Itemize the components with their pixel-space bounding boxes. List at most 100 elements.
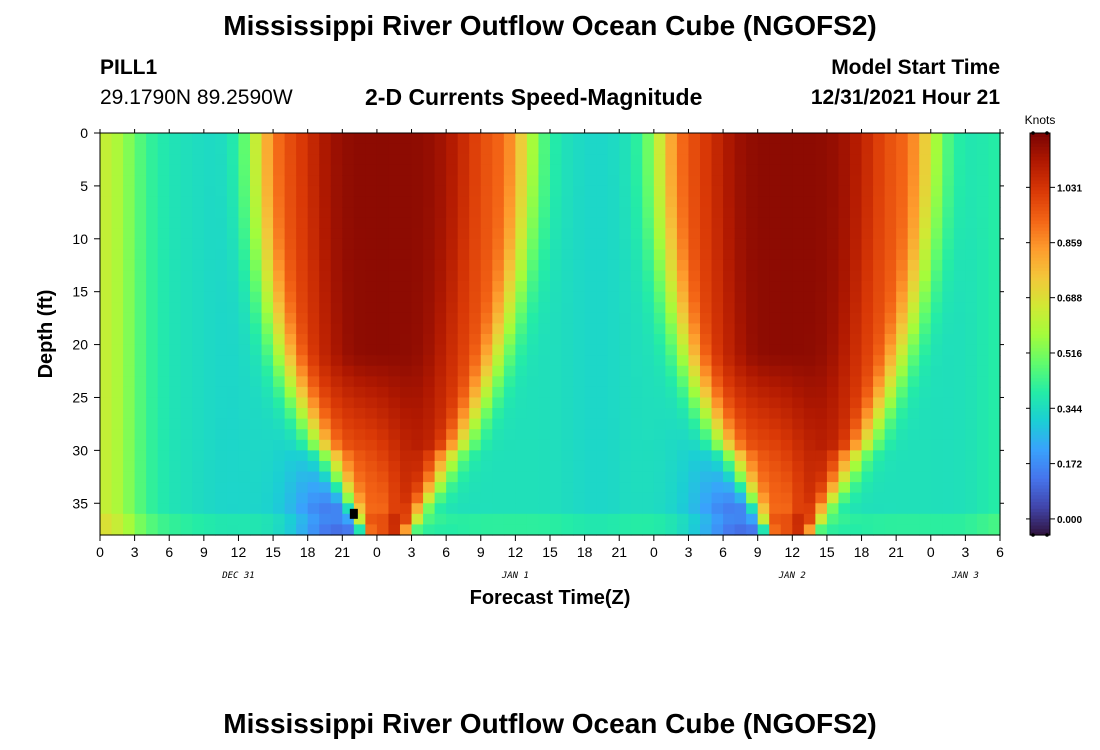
- heatmap-cell: [573, 143, 586, 155]
- heatmap-cell: [111, 302, 124, 314]
- colorbar-segment: [1030, 401, 1050, 405]
- heatmap-cell: [250, 397, 263, 409]
- heatmap-cell: [100, 154, 113, 166]
- heatmap-cell: [157, 460, 170, 473]
- heatmap-cell: [203, 355, 216, 367]
- heatmap-cell: [734, 439, 747, 451]
- heatmap-cell: [988, 323, 1001, 335]
- heatmap-cell: [734, 376, 747, 388]
- heatmap-cell: [919, 418, 932, 430]
- heatmap-cell: [284, 175, 297, 187]
- heatmap-cell: [526, 460, 540, 473]
- heatmap-cell: [780, 133, 793, 145]
- heatmap-cell: [584, 291, 597, 303]
- heatmap-cell: [965, 439, 978, 451]
- heatmap-cell: [157, 312, 170, 325]
- heatmap-cell: [584, 312, 597, 325]
- heatmap-cell: [688, 228, 701, 240]
- heatmap-cell: [100, 429, 113, 441]
- x-tick-label: 3: [961, 544, 969, 560]
- heatmap-cell: [100, 291, 113, 303]
- heatmap-cell: [965, 513, 978, 526]
- heatmap-cell: [826, 249, 840, 261]
- heatmap-cell: [457, 154, 470, 166]
- heatmap-cell: [307, 259, 320, 272]
- heatmap-cell: [861, 355, 874, 367]
- heatmap-cell: [319, 460, 332, 473]
- heatmap-cell: [780, 429, 793, 441]
- heatmap-cell: [192, 270, 205, 282]
- heatmap-cell: [180, 429, 193, 441]
- heatmap-cell: [111, 334, 124, 346]
- heatmap-cell: [607, 355, 620, 367]
- heatmap-cell: [688, 323, 701, 335]
- heatmap-cell: [215, 524, 228, 536]
- colorbar-segment: [1030, 387, 1050, 392]
- heatmap-cell: [353, 154, 366, 166]
- heatmap-cell: [907, 397, 920, 409]
- heatmap-cell: [596, 365, 609, 377]
- heatmap-cell: [942, 249, 955, 261]
- heatmap-cell: [411, 397, 424, 409]
- heatmap-cell: [769, 196, 782, 208]
- heatmap-cell: [907, 312, 920, 325]
- heatmap-cell: [930, 503, 943, 515]
- heatmap-cell: [746, 323, 759, 335]
- heatmap-cell: [446, 408, 459, 420]
- heatmap-cell: [550, 323, 563, 335]
- heatmap-cell: [769, 344, 782, 356]
- heatmap-cell: [907, 460, 920, 473]
- heatmap-cell: [203, 429, 216, 441]
- heatmap-cell: [676, 249, 690, 261]
- heatmap-cell: [296, 408, 309, 420]
- heatmap-cell: [342, 249, 355, 261]
- heatmap-cell: [123, 217, 136, 229]
- heatmap-cell: [400, 355, 413, 367]
- heatmap-cell: [907, 450, 920, 462]
- heatmap-cell: [457, 418, 470, 430]
- heatmap-cell: [919, 513, 932, 526]
- heatmap-cell: [700, 344, 713, 356]
- heatmap-cell: [630, 397, 643, 409]
- heatmap-cell: [423, 355, 436, 367]
- heatmap-cell: [711, 334, 724, 346]
- heatmap-cell: [550, 365, 563, 377]
- heatmap-cell: [411, 143, 424, 155]
- heatmap-cell: [400, 249, 413, 261]
- heatmap-cell: [896, 471, 909, 483]
- heatmap-cell: [134, 450, 147, 462]
- heatmap-cell: [192, 460, 205, 473]
- heatmap-cell: [561, 143, 574, 155]
- colorbar-segment: [1030, 230, 1050, 235]
- heatmap-cell: [365, 249, 378, 261]
- heatmap-cell: [503, 259, 516, 272]
- heatmap-cell: [319, 344, 332, 356]
- heatmap-cell: [123, 154, 136, 166]
- heatmap-cell: [919, 185, 932, 198]
- heatmap-cell: [561, 376, 574, 388]
- heatmap-cell: [296, 492, 309, 504]
- heatmap-cell: [907, 249, 920, 261]
- heatmap-cell: [503, 207, 516, 219]
- colorbar-segment: [1030, 293, 1050, 298]
- heatmap-cell: [480, 281, 493, 293]
- heatmap-cell: [134, 355, 147, 367]
- heatmap-cell: [861, 302, 874, 314]
- heatmap-cell: [711, 386, 724, 399]
- heatmap-cell: [642, 429, 655, 441]
- heatmap-cell: [492, 355, 505, 367]
- heatmap-cell: [919, 217, 932, 229]
- heatmap-cell: [273, 355, 286, 367]
- heatmap-cell: [573, 429, 586, 441]
- heatmap-cell: [169, 323, 182, 335]
- heatmap-cell: [780, 281, 793, 293]
- heatmap-cell: [988, 207, 1001, 219]
- heatmap-cell: [746, 207, 759, 219]
- heatmap-cell: [688, 524, 701, 536]
- heatmap-cell: [988, 228, 1001, 240]
- heatmap-cell: [642, 175, 655, 187]
- heatmap-cell: [526, 397, 540, 409]
- chart-title: Mississippi River Outflow Ocean Cube (NG…: [223, 10, 877, 41]
- heatmap-cell: [619, 471, 632, 483]
- heatmap-cell: [284, 217, 297, 229]
